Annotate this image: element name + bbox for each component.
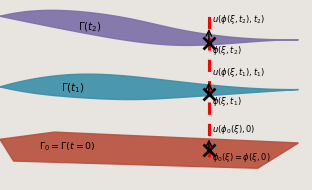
Text: $\phi(\xi, t_2)$: $\phi(\xi, t_2)$: [212, 44, 242, 57]
Text: $\phi_0(\xi)=\phi(\xi,0)$: $\phi_0(\xi)=\phi(\xi,0)$: [212, 151, 271, 164]
Polygon shape: [0, 10, 299, 45]
Text: $u(\phi_0(\xi),0)$: $u(\phi_0(\xi),0)$: [212, 123, 256, 136]
Text: $\Gamma(t_1)$: $\Gamma(t_1)$: [61, 82, 85, 95]
Text: $u(\phi(\xi,t_1),t_1)$: $u(\phi(\xi,t_1),t_1)$: [212, 66, 265, 79]
Text: $\Gamma_0 = \Gamma(t=0)$: $\Gamma_0 = \Gamma(t=0)$: [39, 140, 96, 153]
Text: $u(\phi(\xi,t_2),t_2)$: $u(\phi(\xi,t_2),t_2)$: [212, 13, 265, 26]
Polygon shape: [0, 132, 299, 168]
Text: $\phi(\xi, t_1)$: $\phi(\xi, t_1)$: [212, 95, 242, 108]
Polygon shape: [0, 74, 299, 100]
Text: $\Gamma(t_2)$: $\Gamma(t_2)$: [78, 20, 101, 34]
